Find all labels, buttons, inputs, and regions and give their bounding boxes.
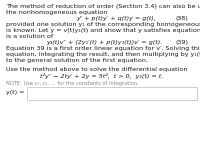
Text: Equation 39 is a first order linear equation for v′. Solving this: Equation 39 is a first order linear equa… [6,46,200,51]
Text: to the general solution of the first equation.: to the general solution of the first equ… [6,58,148,63]
Text: provided one solution y₁ of the corresponding homogeneous equation: provided one solution y₁ of the correspo… [6,22,200,27]
Text: y″ + p(t)y′ + q(t)y = g(t),: y″ + p(t)y′ + q(t)y = g(t), [76,16,156,21]
Text: The method of reduction of order (Section 3.4) can also be used for: The method of reduction of order (Sectio… [6,4,200,9]
Text: t²y″ − 2ty′ + 2y = 5t²,  t > 0,  y₁(t) = t.: t²y″ − 2ty′ + 2y = 5t², t > 0, y₁(t) = t… [40,73,163,79]
Text: is known. Let y = v(t)y₁(t) and show that y satisfies equation 38 if v: is known. Let y = v(t)y₁(t) and show tha… [6,28,200,33]
Text: the nonhomogeneous equation: the nonhomogeneous equation [6,10,107,15]
Text: (39): (39) [175,40,188,45]
Text: NOTE: Use c₁, c₂, … for the constants of integration.: NOTE: Use c₁, c₂, … for the constants of… [6,81,139,86]
Text: (38): (38) [175,16,188,21]
Text: y₁(t)v″ + (2y₁′(t) + p(t)y₁(t))v′ = g(t).: y₁(t)v″ + (2y₁′(t) + p(t)y₁(t))v′ = g(t)… [46,40,162,45]
Text: Use the method above to solve the differential equation: Use the method above to solve the differ… [6,67,188,72]
Bar [27,87,197,100]
Text: is a solution of: is a solution of [6,34,53,39]
Text: y(t) =: y(t) = [6,90,24,95]
Text: equation, integrating the result, and then multiplying by y₁(t) leads: equation, integrating the result, and th… [6,52,200,57]
